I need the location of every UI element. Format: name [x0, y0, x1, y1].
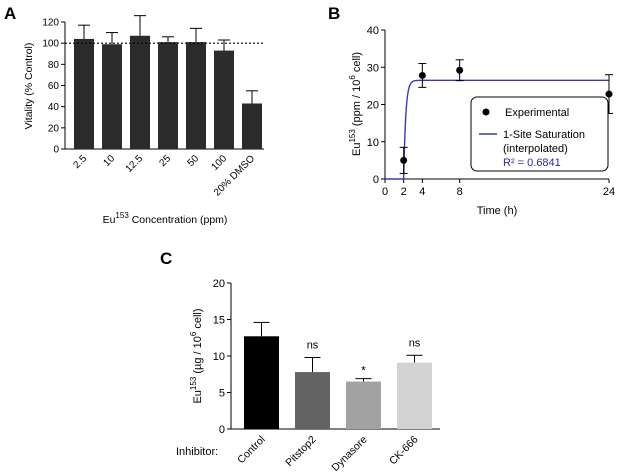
b-legend-label-experimental: Experimental [505, 107, 569, 119]
a-y-tick-label: 60 [48, 81, 60, 92]
a-bar [214, 50, 234, 150]
b-y-tick-label: 20 [367, 100, 379, 112]
a-y-tick-label: 120 [42, 18, 59, 29]
b-ticks: 0 10 20 30 40 0 2 4 8 24 [367, 25, 615, 198]
a-x-axis-label: Eu153 Concentration (ppm) [103, 211, 228, 226]
b-points [399, 59, 613, 174]
b-legend-label-fit: 1-Site Saturation [503, 129, 585, 141]
b-data-point [418, 71, 426, 79]
c-significance-label: * [361, 364, 366, 378]
c-y-ticks: 0 5 10 15 20 [213, 278, 231, 436]
b-x-tick-label: 4 [419, 186, 425, 198]
b-legend-box [470, 96, 609, 172]
a-y-axis-label: Vitality (% Control) [23, 43, 35, 130]
c-x-tick-label: CK-666 [387, 434, 421, 468]
c-group-label: Inhibitor: [176, 446, 218, 458]
b-y-tick-label: 30 [367, 62, 379, 74]
c-bar [244, 336, 279, 429]
b-y-tick-label: 40 [367, 25, 379, 37]
b-y-axis-label: Eu153 (ppm / 106 cell) [348, 52, 363, 156]
panel-label-a: A [4, 4, 16, 23]
a-y-tick-label: 0 [53, 145, 59, 156]
a-y-tick-label: 20 [48, 123, 60, 134]
a-bar [102, 44, 122, 149]
a-bar [130, 35, 150, 150]
a-y-ticks: 0 20 40 60 80 100 120 [42, 18, 65, 156]
c-x-tick-label: Dynasore [329, 434, 369, 474]
c-x-tick-labels: Control Pitstop2 Dynasore CK-666 [235, 434, 421, 474]
a-y-tick-label: 80 [48, 60, 60, 71]
c-bar [346, 381, 381, 429]
c-bar [397, 362, 432, 429]
a-x-tick-label: 10 [101, 153, 117, 169]
b-legend-r2: R² = 0.6841 [503, 157, 561, 169]
a-bars [74, 15, 262, 150]
c-bars: ns * ns [244, 321, 432, 429]
panel-label-b: B [328, 4, 340, 23]
b-x-tick-label: 0 [382, 186, 388, 198]
b-data-point [400, 156, 408, 164]
a-x-tick-label: 25 [157, 153, 173, 169]
b-legend-label-fit-line2: (interpolated) [503, 143, 568, 155]
a-x-tick-label: 50 [185, 153, 201, 169]
c-y-axis-label: Eu153 (µg / 106 cell) [189, 308, 204, 403]
b-y-tick-label: 10 [367, 137, 379, 149]
c-significance-label: ns [307, 339, 319, 351]
c-bar [295, 372, 330, 429]
c-y-tick-label: 15 [213, 315, 225, 327]
b-x-tick-label: 24 [603, 186, 615, 198]
a-bar [186, 42, 206, 149]
c-x-tick-label: Control [235, 434, 267, 466]
c-significance-label: ns [409, 337, 421, 349]
c-y-tick-label: 0 [219, 424, 225, 436]
b-legend-marker-experimental [482, 108, 490, 116]
a-x-tick-label: 100 [210, 153, 230, 173]
panel-c-chart: 0 5 10 15 20 ns * ns Control Pitstop2 Dynasore CK… [176, 278, 440, 474]
c-y-tick-label: 5 [219, 388, 225, 400]
panel-label-c: C [160, 249, 172, 268]
a-bar [158, 42, 178, 149]
b-x-axis-label: Time (h) [477, 205, 518, 217]
b-x-tick-label: 8 [457, 186, 463, 198]
b-legend: Experimental 1-Site Saturation (interpol… [470, 96, 609, 172]
c-y-tick-label: 10 [213, 351, 225, 363]
a-x-tick-label: 2.5 [72, 153, 90, 171]
a-bar [242, 103, 262, 149]
panel-b-chart: 0 10 20 30 40 0 2 4 8 24 Time (h) Eu153 (ppm / 10… [348, 25, 615, 217]
b-data-point [456, 66, 464, 74]
b-y-tick-label: 0 [373, 174, 379, 186]
c-y-tick-label: 20 [213, 278, 225, 290]
a-bar [74, 38, 94, 149]
a-y-tick-label: 40 [48, 102, 60, 113]
c-x-tick-label: Pitstop2 [283, 434, 318, 469]
a-y-tick-label: 100 [42, 39, 59, 50]
b-x-tick-label: 2 [401, 186, 407, 198]
b-data-point [605, 90, 613, 98]
a-x-tick-label: 12.5 [124, 153, 146, 175]
